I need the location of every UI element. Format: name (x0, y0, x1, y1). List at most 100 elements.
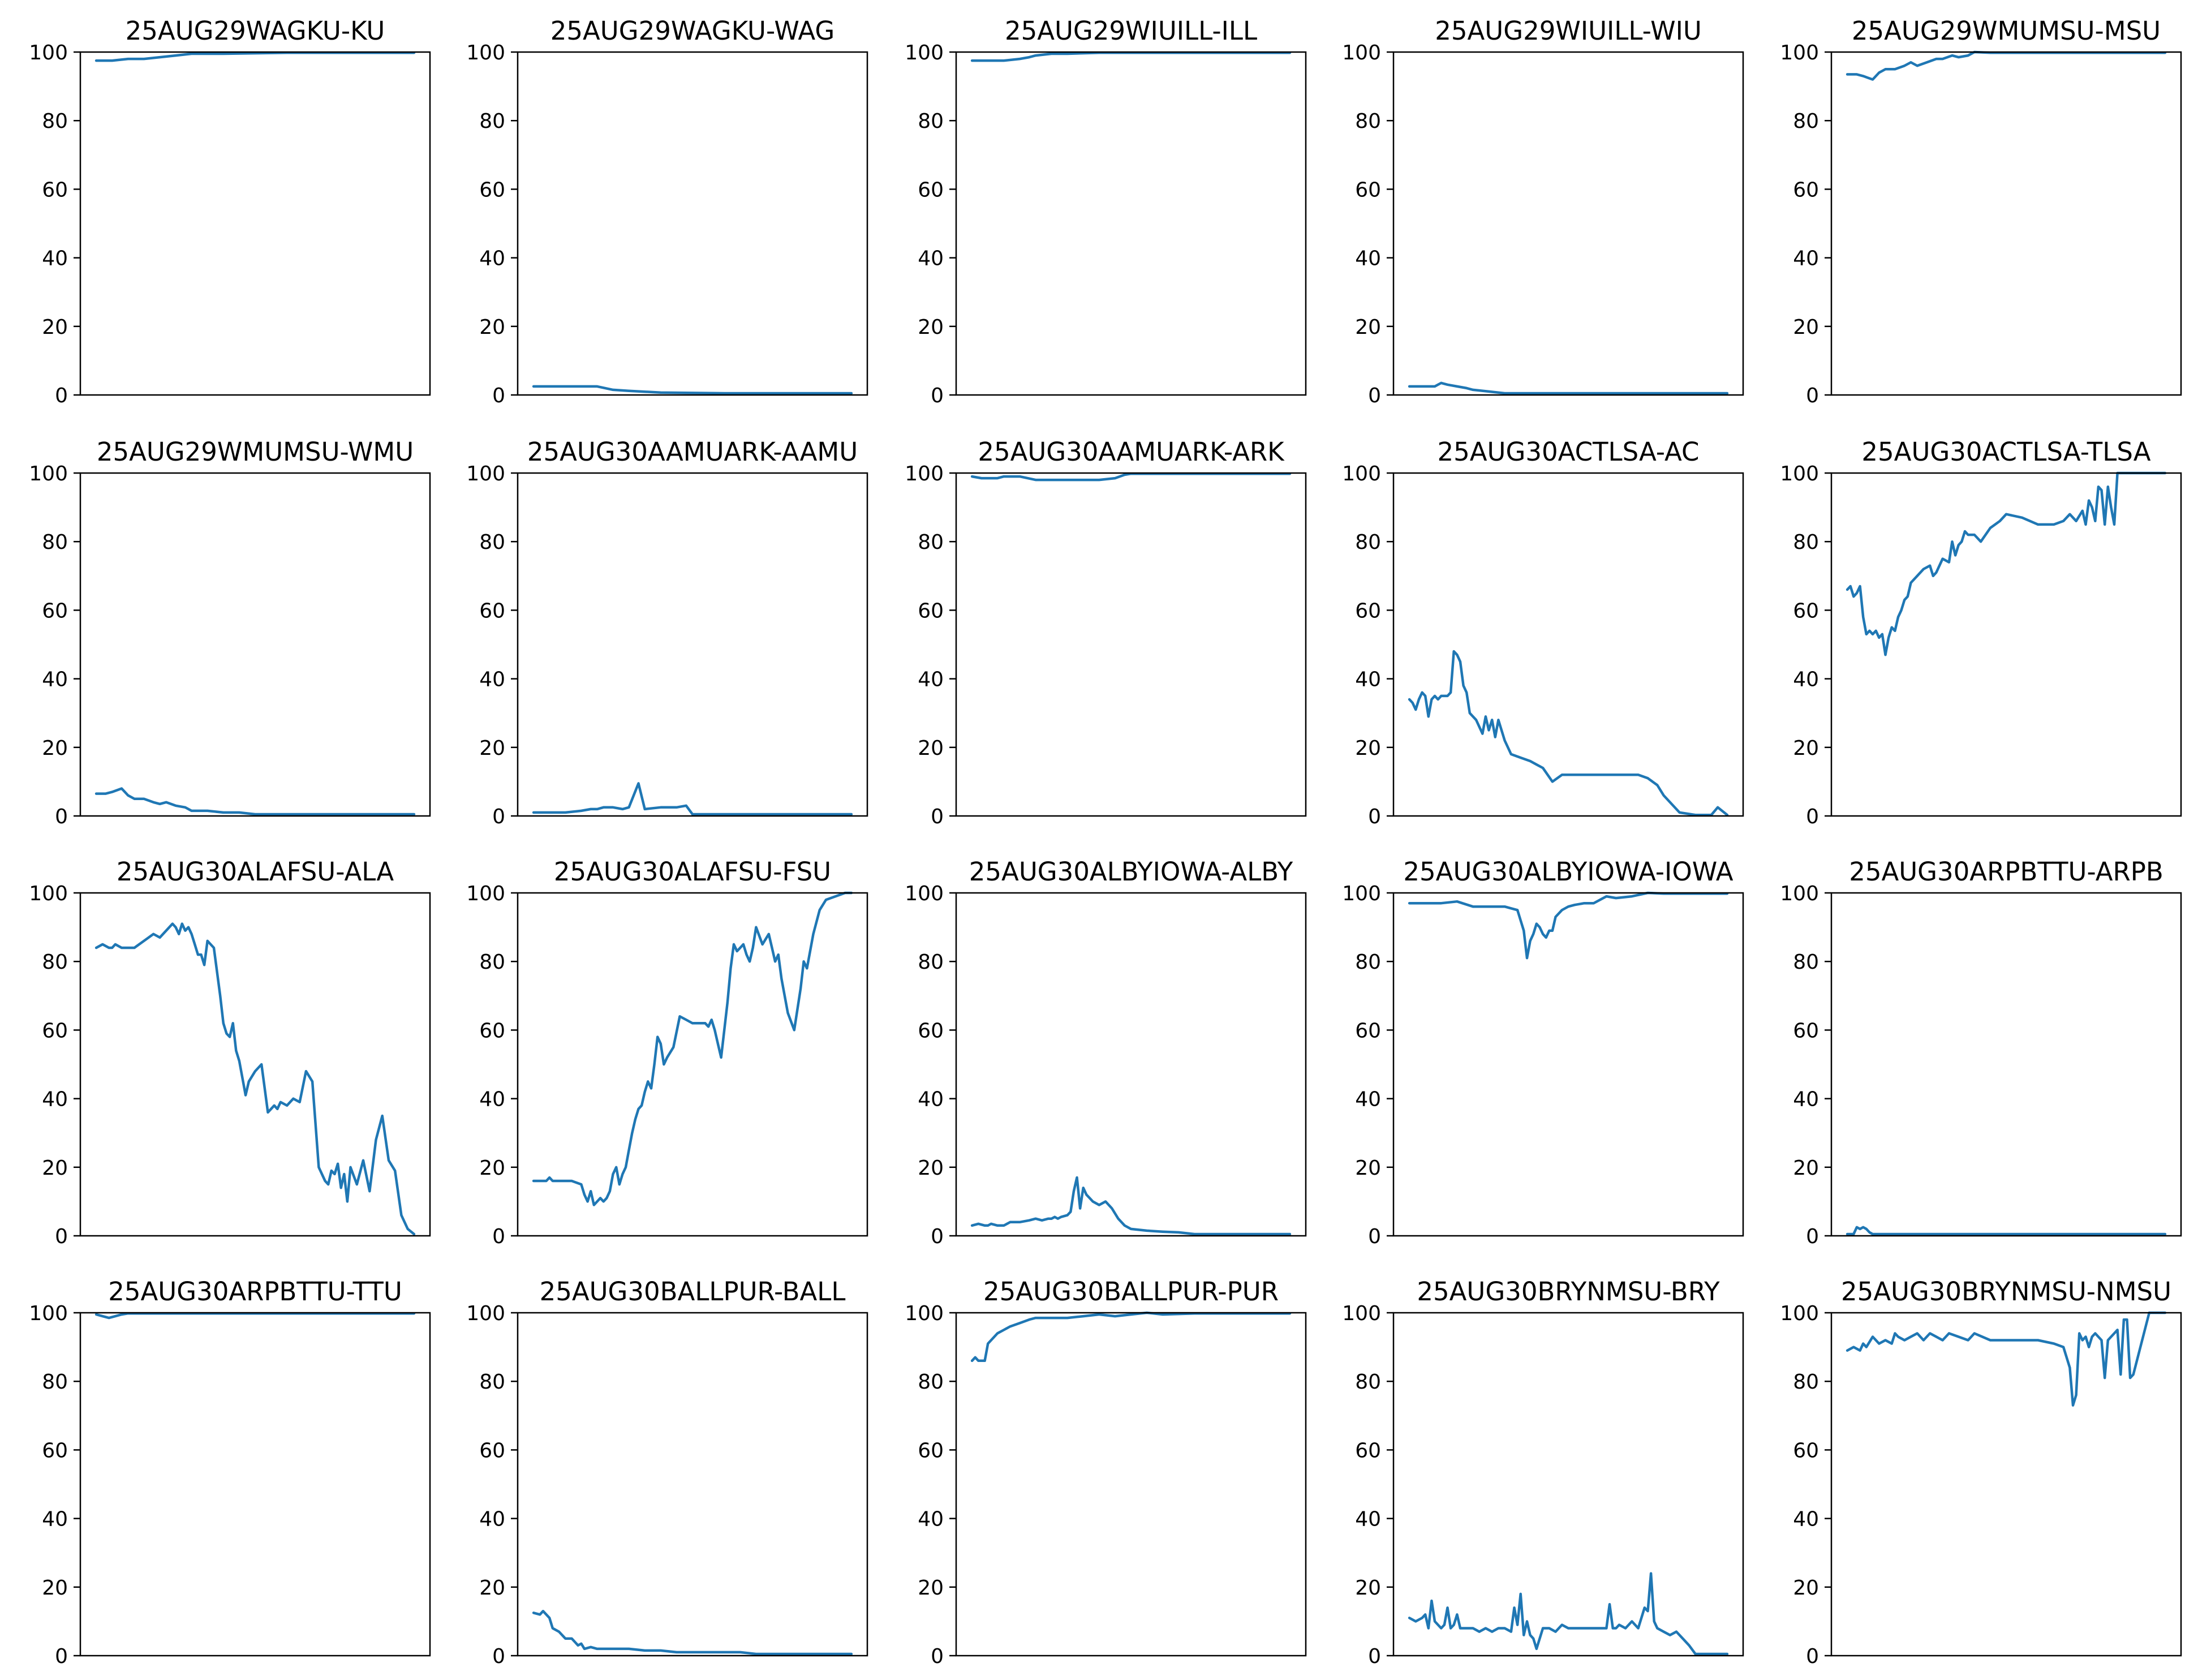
y-tick-label: 60 (479, 599, 505, 622)
y-tick-label: 80 (1355, 110, 1381, 133)
y-tick-label: 80 (1793, 951, 1819, 974)
y-tick-label: 20 (42, 316, 68, 339)
subplot-title: 25AUG29WAGKU-KU (126, 16, 385, 46)
y-tick-label: 20 (479, 1157, 505, 1180)
subplot-title: 25AUG30ALAFSU-FSU (554, 857, 831, 887)
series-line (532, 891, 853, 1206)
y-tick-label: 100 (1780, 882, 1819, 905)
series-line (1846, 1311, 2167, 1407)
y-tick-label: 60 (1793, 1019, 1819, 1042)
series-line (1846, 471, 2167, 656)
y-tick-label: 0 (492, 384, 505, 407)
subplot: 25AUG30ACTLSA-AC 0 20 40 60 80 100 (1342, 437, 1744, 828)
y-tick-label: 60 (918, 1019, 944, 1042)
y-tick-label: 40 (918, 247, 944, 270)
y-tick-label: 60 (918, 178, 944, 201)
y-tick-label: 60 (42, 1019, 68, 1042)
y-tick-label: 60 (918, 1439, 944, 1462)
plot-frame (517, 1312, 868, 1657)
subplot: 25AUG29WAGKU-KU 0 20 40 60 80 100 (29, 16, 431, 407)
y-tick-label: 40 (479, 247, 505, 270)
y-tick-label: 100 (1780, 1302, 1819, 1325)
y-tick-label: 20 (1793, 1576, 1819, 1600)
subplot-title: 25AUG30ALBYIOWA-IOWA (1403, 857, 1733, 887)
subplot-title: 25AUG29WIUILL-ILL (1005, 16, 1257, 46)
y-tick-label: 80 (1793, 1370, 1819, 1394)
y-tick-label: 40 (1355, 1508, 1381, 1531)
y-tick-label: 20 (479, 316, 505, 339)
subplot-title: 25AUG29WIUILL-WIU (1435, 16, 1702, 46)
y-tick-label: 80 (1793, 531, 1819, 554)
subplot: 25AUG29WIUILL-ILL 0 20 40 60 80 100 (905, 16, 1307, 407)
series-line (532, 782, 853, 816)
y-tick-label: 0 (492, 805, 505, 828)
plot-frame (1830, 1312, 2182, 1657)
subplot: 25AUG30ARPBTTU-TTU 0 20 40 60 80 100 (29, 1277, 431, 1668)
subplot: 25AUG30ARPBTTU-ARPB 0 20 40 60 80 100 (1780, 857, 2182, 1248)
y-tick-label: 100 (905, 41, 944, 65)
plot-frame (517, 472, 868, 817)
y-tick-label: 20 (1355, 737, 1381, 760)
y-tick-label: 40 (1355, 1088, 1381, 1111)
series-line (970, 1176, 1292, 1236)
y-tick-label: 0 (55, 805, 68, 828)
plot-frame (517, 51, 868, 396)
y-tick-label: 0 (55, 1225, 68, 1248)
y-tick-label: 100 (1342, 882, 1381, 905)
y-tick-label: 100 (1342, 462, 1381, 485)
y-tick-label: 40 (1355, 247, 1381, 270)
subplot-title: 25AUG30BALLPUR-BALL (540, 1277, 846, 1307)
y-tick-label: 60 (1355, 1439, 1381, 1462)
y-tick-label: 80 (1355, 951, 1381, 974)
y-tick-label: 40 (42, 247, 68, 270)
series-line (94, 1312, 416, 1320)
subplot-title: 25AUG30ARPBTTU-TTU (108, 1277, 402, 1307)
subplot-title: 25AUG30BRYNMSU-BRY (1417, 1277, 1720, 1307)
y-tick-label: 20 (1355, 1157, 1381, 1180)
subplot: 25AUG30ALAFSU-FSU 0 20 40 60 80 100 (466, 857, 868, 1248)
series-line (532, 1609, 853, 1656)
y-tick-label: 80 (479, 1370, 505, 1394)
plot-frame (1392, 51, 1744, 396)
subplot: 25AUG30BALLPUR-PUR 0 20 40 60 80 100 (905, 1277, 1307, 1668)
y-tick-label: 60 (1355, 599, 1381, 622)
plot-frame (79, 892, 431, 1237)
y-tick-label: 100 (1780, 41, 1819, 65)
y-tick-label: 40 (1793, 247, 1819, 270)
y-tick-label: 0 (931, 384, 944, 407)
y-tick-label: 20 (42, 1576, 68, 1600)
y-tick-label: 100 (466, 462, 505, 485)
y-tick-label: 40 (42, 1088, 68, 1111)
y-tick-label: 60 (1355, 178, 1381, 201)
y-tick-label: 100 (1342, 1302, 1381, 1325)
series-line (970, 1311, 1292, 1363)
y-tick-label: 0 (1806, 1225, 1819, 1248)
series-line (970, 51, 1292, 62)
series-line (1408, 891, 1729, 960)
y-tick-label: 80 (479, 951, 505, 974)
subplot-title: 25AUG30ALBYIOWA-ALBY (969, 857, 1293, 887)
plot-frame (955, 892, 1307, 1237)
y-tick-label: 20 (1355, 316, 1381, 339)
y-tick-label: 100 (466, 41, 505, 65)
y-tick-label: 40 (479, 668, 505, 691)
y-tick-label: 80 (918, 951, 944, 974)
plot-frame (1830, 472, 2182, 817)
y-tick-label: 20 (42, 1157, 68, 1180)
y-tick-label: 100 (1342, 41, 1381, 65)
y-tick-label: 40 (1793, 1088, 1819, 1111)
series-line (94, 51, 416, 62)
y-tick-label: 20 (1793, 316, 1819, 339)
subplot-title: 25AUG29WAGKU-WAG (550, 16, 835, 46)
y-tick-label: 20 (479, 1576, 505, 1600)
plot-frame (79, 1312, 431, 1657)
y-tick-label: 60 (1793, 1439, 1819, 1462)
subplot: 25AUG29WMUMSU-WMU 0 20 40 60 80 100 (29, 437, 431, 828)
y-tick-label: 0 (55, 384, 68, 407)
y-tick-label: 40 (479, 1508, 505, 1531)
series-line (532, 385, 853, 395)
series-line (94, 787, 416, 816)
plot-frame (1830, 51, 2182, 396)
y-tick-label: 100 (29, 1302, 68, 1325)
subplot: 25AUG30AAMUARK-ARK 0 20 40 60 80 100 (905, 437, 1307, 828)
